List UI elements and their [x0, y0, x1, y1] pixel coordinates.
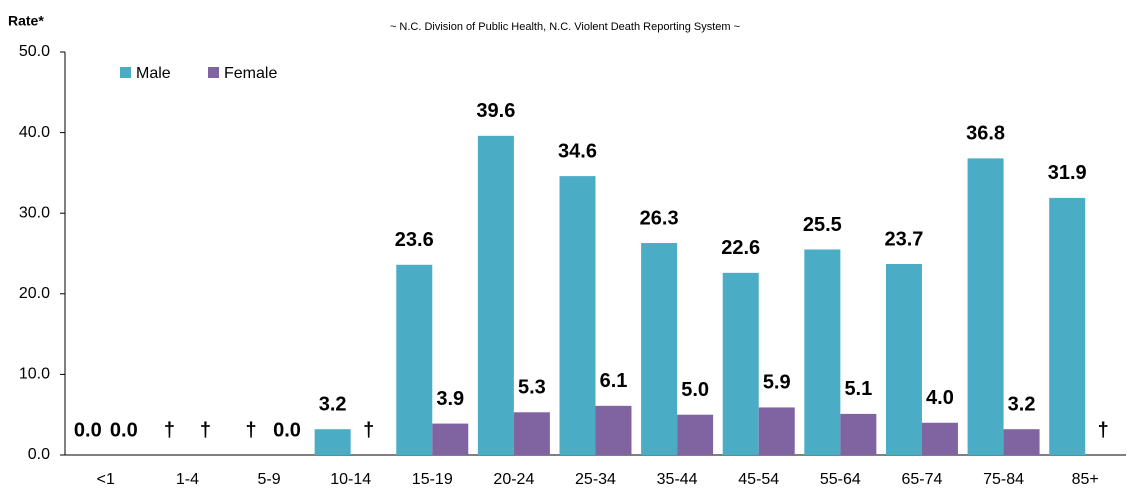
value-label: †	[1098, 419, 1109, 441]
x-tick-label: 65-74	[902, 471, 943, 488]
value-label: 0.0	[273, 419, 301, 441]
x-tick-label: 85+	[1072, 471, 1099, 488]
value-label: 4.0	[926, 387, 954, 409]
x-tick-label: 15-19	[412, 471, 453, 488]
x-tick-label: <1	[97, 471, 115, 488]
value-label: 34.6	[558, 140, 597, 162]
value-label: 3.9	[436, 388, 464, 410]
bar	[921, 422, 958, 455]
y-tick-label: 50.0	[19, 43, 50, 60]
value-label: †	[200, 419, 211, 441]
legend-swatch	[208, 67, 219, 78]
x-tick-label: 5-9	[257, 471, 280, 488]
value-label: 0.0	[110, 419, 138, 441]
bar	[885, 263, 922, 455]
bar	[477, 135, 514, 455]
value-label: 3.2	[319, 393, 347, 415]
value-label: 25.5	[803, 214, 842, 236]
bar	[559, 176, 596, 455]
bar	[677, 414, 714, 455]
value-label: †	[363, 419, 374, 441]
bar	[758, 407, 795, 455]
bar	[595, 405, 632, 455]
y-axis-label: Rate*	[8, 13, 44, 29]
value-label: 31.9	[1048, 162, 1087, 184]
value-label: 6.1	[600, 370, 628, 392]
value-label: 23.7	[884, 228, 923, 250]
x-tick-label: 55-64	[820, 471, 861, 488]
bar	[641, 243, 678, 455]
value-label: 3.2	[1008, 393, 1036, 415]
x-tick-label: 20-24	[493, 471, 534, 488]
bar	[967, 158, 1004, 455]
legend-label: Female	[224, 65, 277, 82]
y-tick-label: 30.0	[19, 204, 50, 221]
y-tick-label: 20.0	[19, 285, 50, 302]
bar	[804, 249, 841, 455]
value-label: †	[245, 419, 256, 441]
bar	[314, 429, 351, 455]
value-label: 5.3	[518, 377, 546, 399]
x-tick-label: 1-4	[176, 471, 199, 488]
y-tick-label: 10.0	[19, 366, 50, 383]
bar	[432, 423, 469, 455]
x-tick-label: 35-44	[657, 471, 698, 488]
value-label: 0.0	[74, 419, 102, 441]
x-tick-label: 25-34	[575, 471, 616, 488]
y-tick-label: 40.0	[19, 124, 50, 141]
value-label: 5.1	[844, 378, 872, 400]
value-label: 23.6	[395, 229, 434, 251]
legend-label: Male	[136, 65, 171, 82]
bar	[722, 272, 759, 455]
value-label: 5.0	[681, 379, 709, 401]
bar	[1003, 429, 1040, 455]
x-tick-label: 75-84	[983, 471, 1024, 488]
y-tick-label: 0.0	[28, 446, 50, 463]
value-label: 36.8	[966, 123, 1005, 145]
bar	[396, 264, 433, 455]
chart-subtitle: ~ N.C. Division of Public Health, N.C. V…	[390, 21, 740, 33]
bar	[513, 412, 550, 455]
legend-swatch	[120, 67, 131, 78]
value-label: 22.6	[721, 237, 760, 259]
value-label: 26.3	[640, 207, 679, 229]
value-label: †	[164, 419, 175, 441]
x-tick-label: 10-14	[330, 471, 371, 488]
value-label: 39.6	[476, 100, 515, 122]
x-tick-label: 45-54	[738, 471, 779, 488]
value-label: 5.9	[763, 372, 791, 394]
bar	[1049, 197, 1086, 456]
bar	[840, 413, 877, 455]
